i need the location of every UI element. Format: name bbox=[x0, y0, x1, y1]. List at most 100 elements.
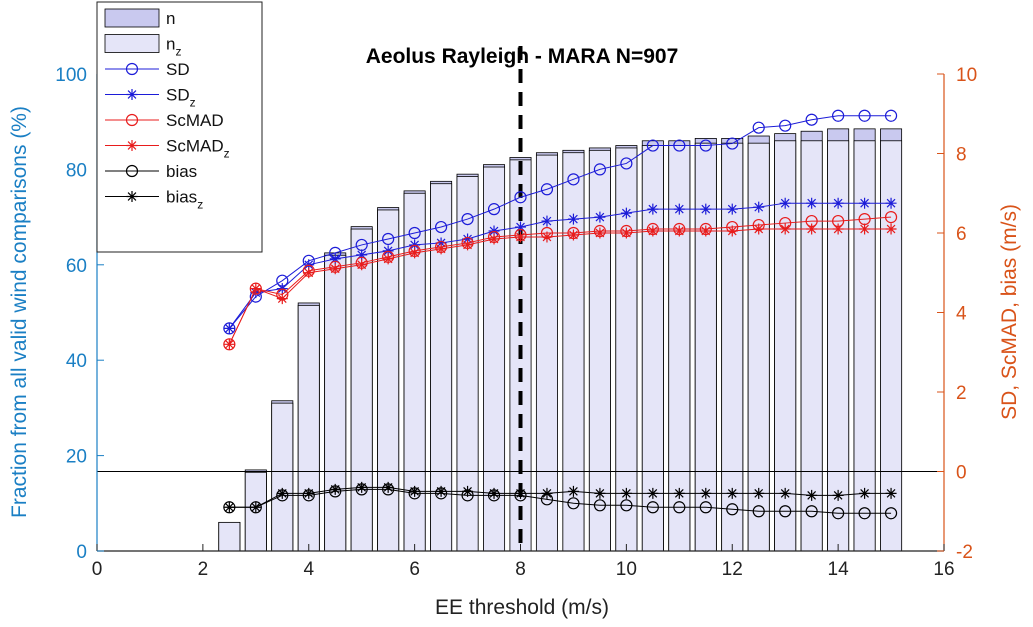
bias-z-point bbox=[567, 485, 579, 497]
bias-z-point bbox=[541, 487, 553, 499]
sd-z-line bbox=[228, 202, 892, 329]
x-axis-label: EE threshold (m/s) bbox=[435, 596, 609, 619]
x-tick-label: 4 bbox=[303, 559, 314, 580]
x-tick-label: 12 bbox=[722, 559, 743, 580]
legend-label-sd: SD bbox=[166, 60, 190, 79]
y-left-tick-label: 0 bbox=[76, 542, 87, 563]
bias-point bbox=[593, 499, 607, 512]
bar-nz bbox=[218, 521, 241, 552]
bias-z-point bbox=[594, 487, 606, 499]
legend-marker-sd bbox=[125, 62, 139, 76]
bias-z-point bbox=[488, 487, 500, 499]
scmad-z-point bbox=[806, 223, 818, 235]
legend-subscript: z bbox=[197, 198, 203, 212]
y-left-tick-label: 40 bbox=[66, 351, 87, 372]
sd-z-point bbox=[859, 197, 871, 209]
sd-z-point bbox=[594, 211, 606, 223]
y-right-tick-label: 2 bbox=[956, 383, 967, 404]
y-right-tick-label: 0 bbox=[956, 463, 967, 484]
sd-line bbox=[228, 115, 892, 329]
x-tick-label: 14 bbox=[828, 559, 850, 580]
bias-point bbox=[567, 497, 580, 510]
bias-z-point bbox=[832, 489, 844, 501]
bias-z-point bbox=[409, 485, 421, 497]
sd-point bbox=[593, 163, 607, 176]
sd-point bbox=[434, 220, 448, 234]
scmad-z-point bbox=[462, 239, 474, 251]
sd-point bbox=[673, 139, 686, 152]
y-right-tick-label: -2 bbox=[956, 542, 973, 563]
bias-z-point bbox=[859, 487, 871, 499]
scmad-line bbox=[228, 216, 892, 345]
y-axis-left-label: Fraction from all valid wind comparisons… bbox=[8, 106, 31, 518]
y-left-tick-label: 60 bbox=[66, 256, 87, 277]
scmad-z-point bbox=[541, 231, 553, 243]
sd-z-point bbox=[223, 322, 235, 334]
scmad-z-point bbox=[700, 225, 712, 237]
bias-z-point bbox=[779, 487, 791, 499]
sd-point bbox=[832, 109, 845, 122]
scmad-z-point bbox=[753, 223, 765, 235]
sd-z-point bbox=[515, 221, 526, 233]
sd-z-point bbox=[700, 203, 712, 215]
legend-subscript: z bbox=[224, 147, 230, 161]
sd-point bbox=[567, 173, 580, 186]
sd-point bbox=[726, 137, 739, 150]
sd-z-point bbox=[726, 203, 738, 215]
bias-z-point bbox=[673, 487, 685, 499]
y-axis-right-label: SD, ScMAD, bias (m/s) bbox=[998, 204, 1021, 420]
chart-title: Aeolus Rayleigh - MARA N=907 bbox=[366, 45, 679, 68]
sd-point bbox=[382, 232, 395, 246]
bias-point bbox=[752, 505, 765, 518]
sd-point bbox=[858, 109, 871, 122]
sd-z-point bbox=[541, 215, 553, 227]
sd-z-point bbox=[356, 249, 368, 261]
sd-z-point bbox=[779, 197, 791, 209]
scmad-z-point bbox=[673, 225, 685, 237]
y-left-tick-label: 20 bbox=[66, 447, 87, 468]
bias-point bbox=[620, 499, 633, 512]
sd-point bbox=[408, 226, 421, 240]
legend-subscript: z bbox=[175, 45, 181, 59]
y-left-tick-label: 80 bbox=[66, 160, 87, 181]
bias-point bbox=[805, 505, 818, 518]
scmad-z-point bbox=[223, 338, 235, 350]
bias-z-point bbox=[700, 487, 712, 499]
scmad-z-point bbox=[303, 267, 315, 279]
sd-point bbox=[620, 157, 633, 170]
sd-z-point bbox=[462, 233, 474, 245]
x-tick-label: 0 bbox=[92, 559, 103, 580]
scmad-z-point bbox=[382, 253, 394, 265]
bias-z-point bbox=[647, 487, 659, 499]
bias-point bbox=[832, 507, 845, 520]
bias-z-point bbox=[303, 487, 315, 499]
scmad-z-point bbox=[594, 227, 606, 239]
bias-point bbox=[699, 501, 712, 514]
bar-nz bbox=[350, 228, 373, 552]
legend-label-bias: bias bbox=[166, 162, 197, 181]
y-right-tick-label: 8 bbox=[956, 145, 967, 166]
bias-point bbox=[726, 503, 739, 516]
sd-point bbox=[646, 139, 659, 152]
bar-nz bbox=[324, 254, 347, 552]
y-left-tick-label: 100 bbox=[55, 65, 87, 86]
bias-point bbox=[779, 505, 792, 518]
scmad-z-point bbox=[885, 223, 897, 235]
sd-point bbox=[540, 183, 554, 196]
legend-label-n: n bbox=[166, 9, 175, 28]
sd-z-point bbox=[806, 197, 818, 209]
bias-z-point bbox=[356, 481, 368, 493]
bars-layer bbox=[218, 128, 903, 552]
sd-z-point bbox=[647, 203, 659, 215]
x-tick-label: 8 bbox=[515, 559, 526, 580]
sd-point bbox=[487, 203, 501, 216]
sd-z-point bbox=[435, 237, 447, 249]
x-tick-label: 10 bbox=[616, 559, 637, 580]
y-right-tick-label: 6 bbox=[956, 224, 967, 245]
bias-z-point bbox=[435, 485, 447, 497]
sd-point bbox=[461, 212, 474, 226]
bias-z-point bbox=[382, 481, 394, 493]
legend-swatch-n-z bbox=[104, 34, 160, 53]
